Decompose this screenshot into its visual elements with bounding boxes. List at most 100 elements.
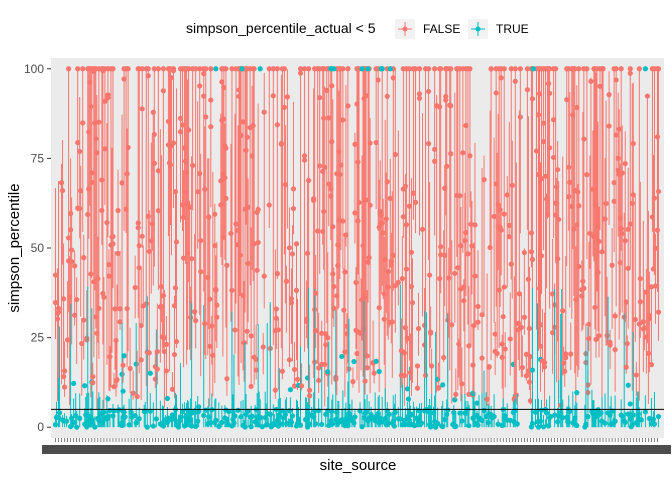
false-point bbox=[136, 243, 142, 249]
false-point bbox=[340, 66, 346, 72]
false-point bbox=[111, 384, 117, 390]
false-point bbox=[240, 119, 246, 125]
true-point bbox=[238, 414, 244, 420]
false-point bbox=[102, 98, 108, 104]
true-point bbox=[532, 409, 539, 415]
false-point bbox=[403, 222, 410, 228]
true-point bbox=[583, 421, 589, 427]
true-point bbox=[328, 66, 334, 72]
false-point bbox=[151, 66, 157, 72]
false-point bbox=[375, 77, 381, 83]
false-point bbox=[80, 120, 86, 126]
false-point bbox=[508, 66, 514, 72]
false-point bbox=[301, 66, 308, 72]
false-point bbox=[72, 263, 78, 269]
false-point bbox=[132, 284, 138, 291]
false-point bbox=[596, 238, 602, 245]
false-point bbox=[180, 214, 187, 221]
false-point bbox=[609, 262, 615, 268]
false-point bbox=[529, 256, 536, 263]
true-point bbox=[287, 387, 294, 393]
true-point bbox=[289, 413, 296, 419]
false-point bbox=[446, 275, 452, 281]
true-point bbox=[105, 413, 111, 420]
false-point bbox=[602, 216, 608, 222]
false-point bbox=[203, 114, 209, 120]
legend: simpson_percentile_actual < 5 FALSE TRUE bbox=[186, 19, 529, 39]
false-point bbox=[467, 153, 473, 159]
false-point bbox=[96, 119, 102, 125]
false-point bbox=[572, 66, 578, 72]
false-point bbox=[461, 298, 467, 304]
true-point bbox=[132, 412, 138, 419]
true-point bbox=[411, 422, 418, 429]
false-point bbox=[169, 386, 176, 392]
false-point bbox=[305, 177, 312, 184]
false-point bbox=[283, 278, 290, 284]
false-point bbox=[195, 189, 201, 195]
false-point bbox=[110, 241, 116, 247]
false-point bbox=[467, 66, 473, 72]
false-point bbox=[115, 250, 121, 257]
false-point bbox=[460, 150, 466, 156]
false-point bbox=[313, 328, 319, 334]
false-point bbox=[212, 242, 218, 249]
false-point bbox=[115, 207, 121, 214]
false-point bbox=[622, 238, 628, 244]
false-point bbox=[151, 131, 157, 138]
false-point bbox=[553, 66, 559, 72]
false-point bbox=[60, 296, 67, 302]
false-point bbox=[395, 279, 401, 285]
false-point bbox=[326, 181, 332, 187]
false-point bbox=[599, 249, 605, 255]
false-point bbox=[550, 291, 556, 297]
false-point bbox=[88, 271, 94, 277]
false-point bbox=[341, 307, 347, 313]
true-point bbox=[630, 412, 636, 418]
false-point bbox=[644, 93, 650, 99]
false-point bbox=[352, 210, 358, 216]
false-point bbox=[253, 356, 259, 362]
true-point bbox=[391, 423, 397, 429]
false-point bbox=[472, 222, 478, 228]
true-point bbox=[271, 421, 277, 428]
true-point bbox=[397, 416, 403, 422]
false-point bbox=[331, 283, 337, 290]
false-point bbox=[151, 160, 157, 166]
false-point bbox=[99, 177, 105, 183]
false-point bbox=[207, 296, 213, 302]
false-point bbox=[436, 385, 442, 391]
false-point bbox=[355, 218, 361, 224]
false-point bbox=[102, 146, 108, 152]
false-point bbox=[190, 162, 196, 169]
false-point bbox=[466, 391, 472, 397]
false-point bbox=[119, 180, 125, 186]
false-point bbox=[625, 265, 631, 271]
false-point bbox=[406, 66, 413, 72]
false-point bbox=[224, 262, 230, 268]
false-point bbox=[284, 94, 291, 100]
false-point bbox=[290, 186, 297, 192]
false-point bbox=[319, 330, 325, 336]
false-point bbox=[145, 213, 151, 219]
false-point bbox=[616, 126, 622, 132]
false-point bbox=[155, 208, 161, 214]
false-point bbox=[623, 364, 629, 370]
true-point bbox=[201, 412, 207, 419]
true-point bbox=[150, 423, 156, 429]
true-point bbox=[622, 419, 628, 425]
true-point bbox=[142, 408, 148, 414]
false-point bbox=[66, 235, 72, 241]
true-point bbox=[470, 390, 476, 396]
false-point bbox=[517, 114, 523, 120]
false-point bbox=[125, 144, 131, 151]
false-point bbox=[206, 214, 212, 220]
false-point bbox=[255, 206, 261, 213]
false-point bbox=[316, 377, 322, 384]
true-point bbox=[352, 414, 358, 420]
false-point bbox=[637, 299, 643, 305]
true-point bbox=[537, 418, 544, 424]
false-point bbox=[273, 306, 279, 312]
false-point bbox=[429, 363, 435, 369]
y-tick-label: 75 bbox=[31, 151, 45, 165]
